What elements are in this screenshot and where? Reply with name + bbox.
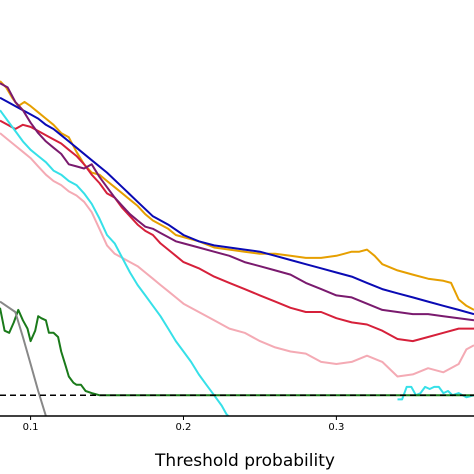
series-line-6 [0, 109, 230, 416]
x-tick-label: 0.3 [328, 422, 344, 433]
series-line-1 [0, 80, 474, 311]
series-line-7 [397, 385, 474, 401]
series-layer [0, 80, 474, 416]
series-line-2 [0, 96, 474, 316]
x-tick-label: 0.1 [23, 422, 39, 433]
series-line-5 [0, 132, 474, 378]
series-line-9 [0, 300, 47, 416]
x-tick-label: 0.2 [176, 422, 192, 433]
series-line-3 [0, 119, 474, 343]
series-line-4 [0, 82, 474, 322]
x-axis-label: Threshold probability [154, 451, 335, 471]
x-axis-ticks: 0.1 0.2 0.3 [23, 416, 344, 433]
series-line-8 [0, 307, 474, 397]
